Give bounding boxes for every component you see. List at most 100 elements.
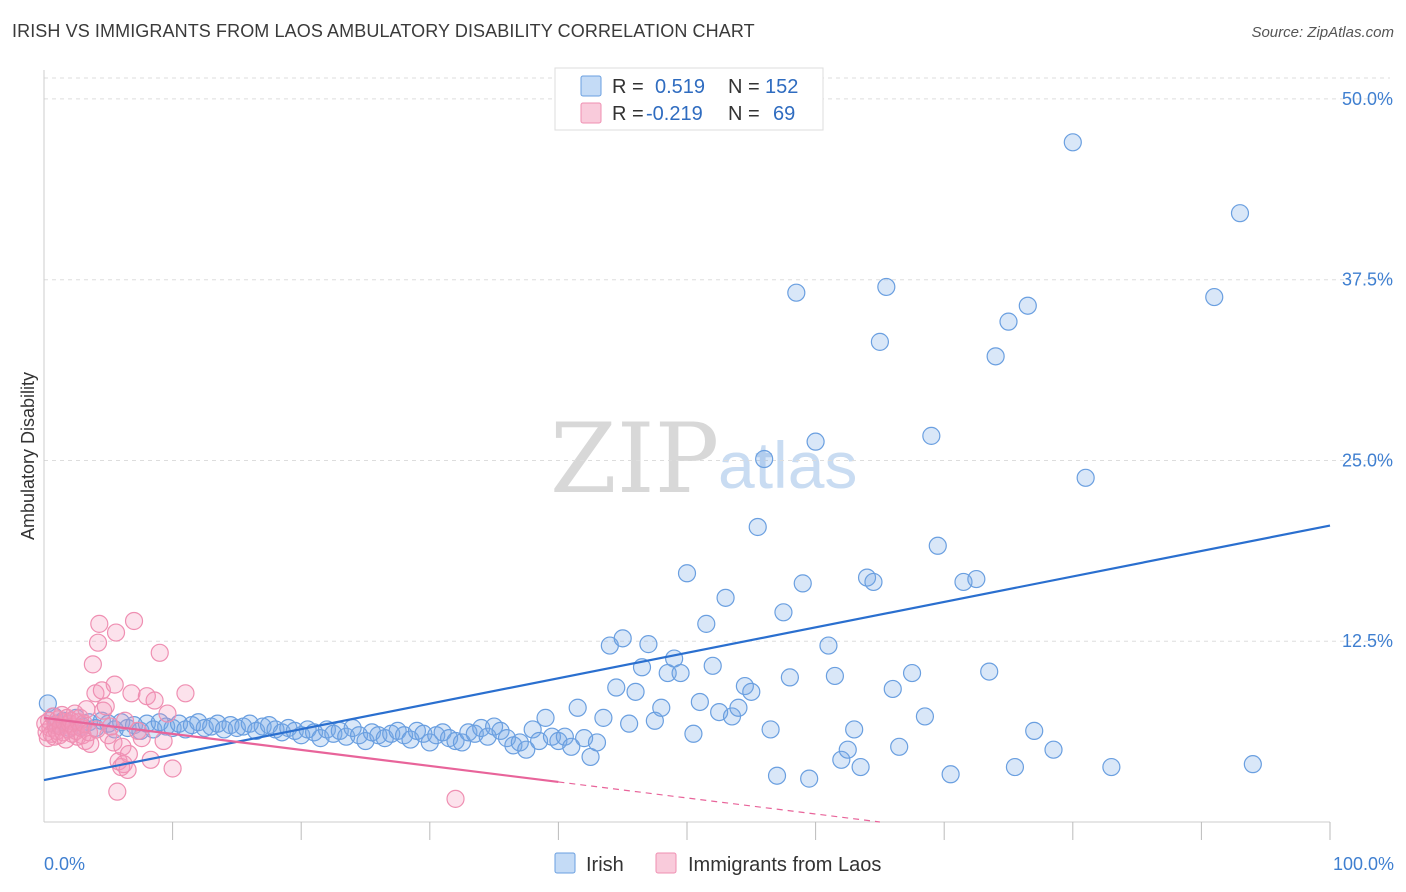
- legend-bottom-label-irish: Irish: [586, 854, 624, 876]
- irish-point: [510, 733, 529, 752]
- laos-point: [150, 643, 169, 662]
- irish-point: [838, 740, 857, 759]
- irish-point: [819, 636, 838, 655]
- irish-point: [671, 663, 690, 683]
- irish-point: [800, 769, 819, 788]
- grid-lines: [44, 77, 1390, 642]
- irish-point: [941, 765, 960, 784]
- legend-n-value-irish: 152: [765, 76, 798, 98]
- legend-r-value-laos: -0.219: [646, 103, 703, 125]
- irish-point: [1243, 755, 1262, 774]
- irish-point: [620, 714, 639, 733]
- irish-point: [697, 614, 716, 633]
- laos-point: [105, 675, 124, 694]
- irish-point: [851, 757, 870, 777]
- legend-r-value-irish: 0.519: [655, 76, 705, 98]
- irish-point: [716, 588, 735, 607]
- irish-point: [1005, 757, 1025, 777]
- laos-point: [119, 744, 138, 764]
- legend-n-label-laos: N =: [728, 103, 760, 125]
- laos-point: [106, 623, 126, 642]
- legend-r-label-irish: R =: [612, 76, 644, 98]
- y-tick-label: 12.5%: [1342, 631, 1393, 651]
- trend-line-irish: [43, 524, 1331, 782]
- irish-point: [562, 737, 581, 756]
- laos-point: [90, 614, 109, 633]
- irish-point: [1044, 740, 1063, 759]
- y-axis-title: Ambulatory Disability: [18, 372, 38, 540]
- irish-point: [922, 426, 941, 445]
- irish-point: [607, 678, 626, 697]
- irish-point: [626, 682, 645, 701]
- irish-point: [890, 737, 909, 756]
- legend-bottom-swatch-irish: [554, 852, 576, 874]
- legend-n-label-irish: N =: [728, 76, 760, 98]
- irish-point: [1102, 757, 1121, 777]
- irish-point: [825, 666, 844, 686]
- laos-point: [76, 731, 95, 751]
- irish-point: [517, 740, 536, 759]
- laos-point: [96, 697, 115, 716]
- irish-point: [1018, 296, 1037, 315]
- laos-point: [122, 684, 141, 703]
- laos-point: [176, 684, 195, 703]
- laos-point: [83, 655, 102, 674]
- y-tick-label: 50.0%: [1342, 89, 1393, 109]
- legend-swatch-irish: [580, 75, 602, 97]
- legend-n-value-laos: 69: [773, 103, 795, 125]
- laos-point: [154, 731, 173, 751]
- trend-line-laos: [43, 716, 559, 784]
- laos-point: [115, 711, 135, 730]
- irish-point: [1230, 204, 1250, 223]
- irish-point: [536, 708, 555, 727]
- irish-point: [594, 708, 613, 727]
- irish-point: [729, 698, 748, 717]
- irish-point: [690, 692, 709, 712]
- laos-point: [158, 704, 177, 723]
- irish-point: [1205, 287, 1224, 307]
- legend-top: R = 0.519 N = 152 R = -0.219 N = 69: [554, 67, 824, 131]
- legend-swatch-laos: [580, 102, 602, 124]
- x-tick-label-max: 100.0%: [1333, 854, 1394, 874]
- laos-point: [88, 633, 108, 652]
- irish-point: [613, 629, 632, 648]
- irish-point: [523, 720, 542, 739]
- irish-point: [870, 332, 890, 351]
- irish-point: [915, 707, 935, 726]
- watermark-zip: ZIP: [550, 403, 719, 515]
- irish-point: [639, 635, 658, 654]
- x-ticks: [172, 822, 1331, 840]
- irish-point: [767, 766, 787, 785]
- irish-point: [1063, 133, 1082, 152]
- laos-point: [118, 760, 137, 780]
- y-tick-label: 25.0%: [1342, 450, 1393, 470]
- y-tick-labels: 12.5% 25.0% 37.5% 50.0%: [1342, 89, 1393, 651]
- irish-point: [864, 572, 883, 592]
- irish-point: [587, 733, 607, 752]
- trend-line-laos-extension: [558, 781, 880, 823]
- legend-bottom-swatch-laos: [655, 852, 677, 874]
- irish-point: [999, 312, 1018, 331]
- irish-point: [980, 662, 999, 681]
- irish-point: [1076, 468, 1095, 487]
- irish-point: [452, 733, 472, 752]
- laos-point: [132, 729, 151, 748]
- trend-lines: [43, 524, 1331, 823]
- laos-point: [145, 691, 164, 710]
- irish-point: [774, 603, 793, 622]
- irish-point: [652, 698, 671, 717]
- laos-point: [124, 611, 144, 631]
- irish-point: [780, 668, 799, 687]
- irish-point: [748, 517, 767, 537]
- irish-point: [677, 564, 697, 583]
- irish-point: [806, 432, 825, 451]
- irish-point: [967, 569, 986, 589]
- irish-point: [555, 727, 574, 746]
- irish-point: [703, 656, 722, 675]
- irish-point: [845, 720, 864, 739]
- irish-point: [491, 721, 510, 740]
- laos-point: [163, 759, 182, 778]
- irish-point: [902, 663, 922, 683]
- x-tick-label-min: 0.0%: [44, 854, 85, 874]
